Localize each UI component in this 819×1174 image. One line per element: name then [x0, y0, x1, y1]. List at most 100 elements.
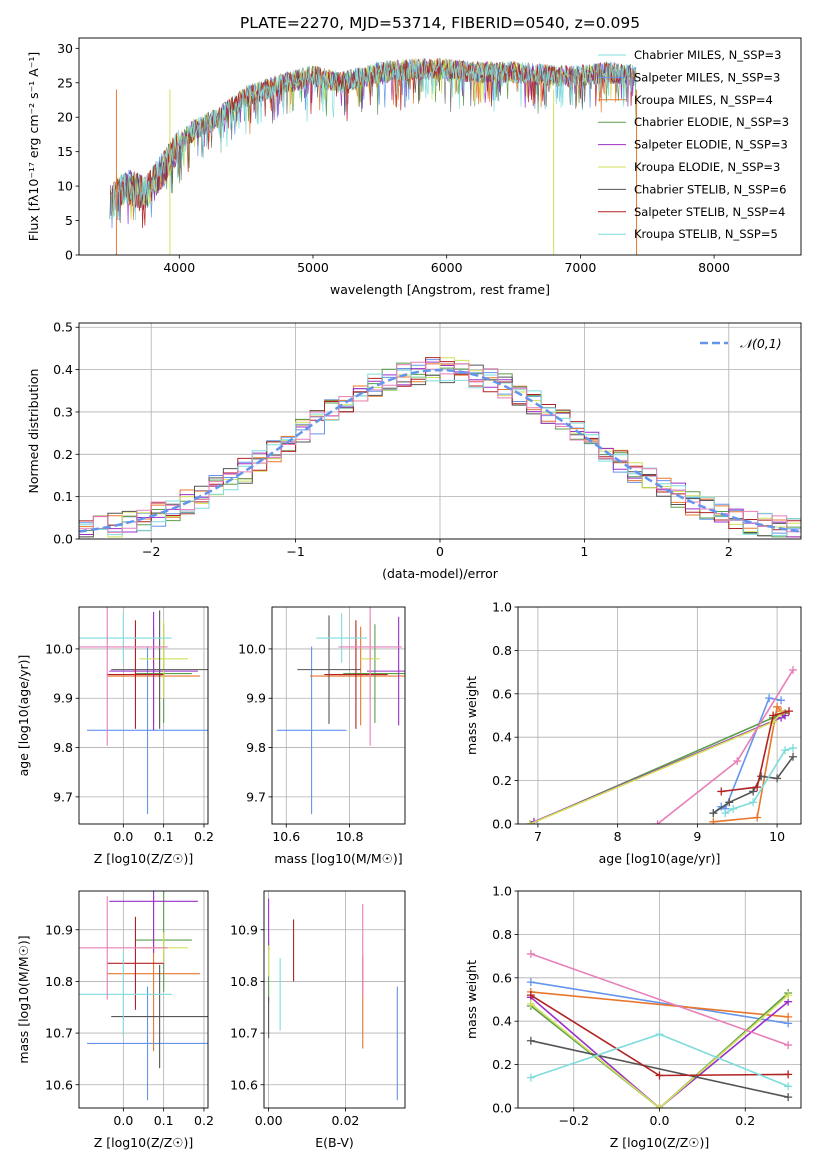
mass_weight_vs_Z-marker	[526, 1036, 535, 1045]
mass_weight_vs_Z-ytick-label: 0.0	[492, 1101, 512, 1116]
mass_weight_vs_Z-ytick-label: 0.2	[492, 1057, 512, 1072]
spectrum-ytick-label: 5	[65, 213, 73, 228]
mass_vs_ebv-ytick-label: 10.9	[230, 922, 258, 937]
mass_weight_vs_Z-xtick-label: −0.2	[559, 1113, 589, 1128]
mass_weight_vs_age-marker	[777, 696, 786, 705]
spectrum-xtick-label: 5000	[297, 260, 329, 275]
mass_vs_ebv-frame	[263, 890, 406, 1109]
mass_weight_vs_Z-marker	[655, 1104, 664, 1108]
mass_vs_ebv-xlabel: E(B-V)	[315, 1135, 354, 1150]
mass_vs_Z-ytick-label: 10.6	[45, 1077, 73, 1092]
age_vs_mass-panel: 10.6 10.8 9.7 9.8 9.9 10.0 mass [log10(M/M☉)]	[238, 606, 406, 866]
residuals-legend: 𝒩(0,1)	[700, 336, 782, 351]
age_vs_Z-xtick-label: 0.0	[113, 829, 133, 844]
age_vs_mass-point	[310, 626, 405, 726]
mass_weight_vs_Z-ytick-label: 0.4	[492, 1014, 512, 1029]
age_vs_mass-point	[338, 607, 402, 746]
spectrum-ytick-label: 25	[57, 75, 73, 90]
spectrum-xtick-label: 7000	[564, 260, 596, 275]
residuals-ytick-label: 0.1	[53, 489, 73, 504]
spectrum-legend: Chabrier MILES, N_SSP=3 Salpeter MILES, N…	[598, 48, 789, 241]
mass_weight_vs_age-marker	[785, 707, 794, 716]
mass_weight_vs_age-ylabel: mass weight	[464, 676, 479, 755]
mass_vs_Z-ytick-label: 10.8	[45, 974, 73, 989]
mass_weight_vs_Z-series-line	[530, 981, 789, 1025]
age_vs_mass-point	[324, 620, 388, 729]
residuals-panel: −2 −1 0 1 2 0.0 0.1 0.2 0.3 0.4 0.5 (data-model)/er…	[26, 320, 802, 581]
mass_weight_vs_age-ytick-label: 0.0	[492, 817, 512, 832]
spectrum-xtick-label: 6000	[431, 260, 463, 275]
legend-entry: Chabrier MILES, N_SSP=3	[634, 48, 781, 62]
mass_weight_vs_Z-marker	[526, 978, 535, 987]
mass_weight_vs_Z-series-line	[530, 996, 789, 1108]
mass_weight_vs_age-xlabel: age [log10(age/yr)]	[599, 851, 721, 866]
mass_weight_vs_age-marker	[749, 798, 758, 807]
age_vs_Z-plot-area	[79, 607, 208, 824]
mass_weight_vs_Z-marker	[655, 1030, 664, 1039]
mass_weight_vs_age-marker	[653, 820, 662, 824]
spectrum-series-line	[110, 58, 637, 229]
legend-entry: Kroupa STELIB, N_SSP=5	[634, 227, 778, 241]
mass_weight_vs_age-ytick-label: 0.8	[492, 643, 512, 658]
mass_weight_vs_Z-xlabel: Z [log10(Z/Z☉)]	[610, 1135, 710, 1150]
mass_weight_vs_Z-marker	[784, 1093, 793, 1102]
age_vs_Z-panel: 0.0 0.1 0.2 9.7 9.8 9.9 10.0 Z [log10(Z/Z☉)] age…	[16, 606, 214, 866]
mass_vs_Z-point	[87, 986, 208, 1101]
mass_weight_vs_Z-marker	[526, 1073, 535, 1082]
mass_vs_ebv-ytick-label: 10.8	[230, 974, 258, 989]
mass_vs_Z-frame	[78, 890, 209, 1109]
spectrum-ytick-label: 15	[57, 144, 73, 159]
residuals-ylabel: Normed distribution	[26, 369, 41, 494]
mass_weight_vs_age-marker	[525, 820, 534, 824]
age_vs_mass-xlabel: mass [log10(M/M☉)]	[274, 851, 402, 866]
age_vs_Z-ytick-label: 9.7	[53, 789, 73, 804]
age_vs_Z-point	[139, 619, 188, 699]
residuals-xtick-label: −2	[142, 544, 160, 559]
mass_weight_vs_age-xtick-label: 8	[614, 829, 622, 844]
spectrum-plot-area	[109, 57, 638, 255]
mass_weight_vs_Z-marker	[784, 1082, 793, 1091]
age_vs_Z-ytick-label: 9.8	[53, 740, 73, 755]
mass_weight_vs_age-series-line	[721, 710, 790, 793]
mass_weight_vs_age-marker	[733, 757, 742, 766]
mass_vs_ebv-xtick-label: 0.02	[332, 1113, 360, 1128]
mass_weight_vs_age-xtick-label: 7	[534, 829, 542, 844]
mass_weight_vs_age-marker	[789, 665, 798, 674]
mass_vs_ebv-ytick-label: 10.7	[230, 1026, 258, 1041]
spectrum-xtick-label: 8000	[698, 260, 730, 275]
legend-entry: Chabrier ELODIE, N_SSP=3	[634, 115, 789, 129]
mass_vs_Z-panel: 0.0 0.1 0.2 10.6 10.7 10.8 10.9 Z [log10(Z/Z☉)]…	[16, 890, 214, 1150]
spectrum-ytick-label: 30	[57, 41, 73, 56]
spectrum-ytick-label: 20	[57, 110, 73, 125]
mass_weight_vs_age-marker	[753, 813, 762, 822]
age_vs_Z-point	[109, 611, 198, 731]
residuals-ytick-label: 0.0	[53, 532, 73, 547]
mass_vs_Z-xlabel: Z [log10(Z/Z☉)]	[94, 1135, 194, 1150]
mass_weight_vs_age-ytick-label: 1.0	[492, 600, 512, 615]
residual-histogram	[79, 363, 801, 539]
age_vs_Z-xtick-label: 0.1	[154, 829, 174, 844]
mass_vs_Z-ylabel: mass [log10(M/M☉)]	[16, 935, 31, 1063]
age_vs_Z-ytick-label: 9.9	[53, 691, 73, 706]
mass_weight_vs_Z-ylabel: mass weight	[464, 960, 479, 1039]
spectrum-frame	[78, 37, 802, 256]
mass_weight_vs_age-panel: 7 8 9 10 0.0 0.2 0.4 0.6 0.8 1.0 age [log10(age/yr…	[464, 600, 802, 866]
age_vs_mass-point	[316, 613, 367, 663]
mass_vs_Z-xtick-label: 0.0	[113, 1113, 133, 1128]
mass_weight_vs_age-marker	[773, 702, 782, 711]
mass_weight_vs_Z-marker	[655, 1071, 664, 1080]
mass_weight_vs_Z-ytick-label: 0.8	[492, 927, 512, 942]
age_vs_mass-xtick-label: 10.8	[336, 829, 364, 844]
mass_weight_vs_age-frame	[517, 606, 802, 825]
legend-entry: Chabrier STELIB, N_SSP=6	[634, 182, 786, 196]
mass_vs_ebv-xtick-label: 0.00	[255, 1113, 283, 1128]
age_vs_Z-point	[107, 620, 164, 729]
age_vs_Z-frame	[78, 606, 209, 825]
mass_weight_vs_age-marker	[725, 798, 734, 807]
age_vs_Z-xlabel: Z [log10(Z/Z☉)]	[94, 851, 194, 866]
mass_weight_vs_Z-marker	[526, 949, 535, 958]
mass_vs_ebv-panel: 0.00 0.02 10.6 10.7 10.8 10.9 E(B-V)	[230, 890, 406, 1150]
age_vs_mass-ytick-label: 9.9	[246, 691, 266, 706]
mass_vs_ebv-ytick-label: 10.6	[230, 1077, 258, 1092]
